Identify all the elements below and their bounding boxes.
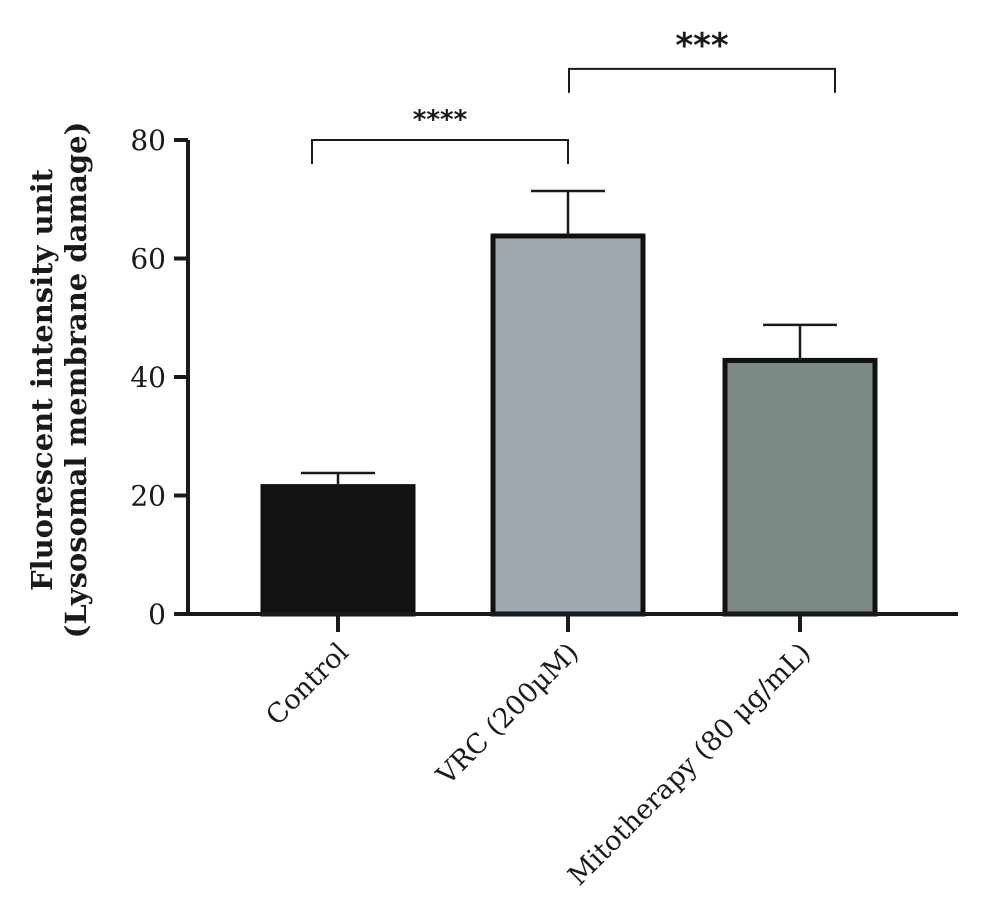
bars <box>260 233 878 617</box>
error-bar <box>531 189 605 236</box>
y-tick-label: 0 <box>148 598 166 631</box>
y-axis-title-line-1: Fluorescent intensity unit <box>25 168 59 591</box>
error-bar <box>301 471 375 487</box>
significance-bracket: **** <box>311 105 569 164</box>
x-tick-label: Mitotherapy (80 μg/mL) <box>562 637 817 892</box>
significance-label: **** <box>413 105 468 135</box>
y-tick-label: 20 <box>130 480 166 513</box>
y-tick-label: 80 <box>130 124 166 157</box>
x-axis-ticks <box>336 614 802 632</box>
y-axis-title-line-2: (Lysosomal membrane damage) <box>59 122 93 639</box>
x-axis-category-labels: Control VRC (200μM)Mitotherapy (80 μg/mL) <box>260 637 817 892</box>
y-axis-title: Fluorescent intensity unit (Lysosomal me… <box>25 122 93 639</box>
bar <box>260 484 416 617</box>
y-axis-ticks: 0 20 40 60 80 <box>130 124 188 631</box>
significance-bracket: *** <box>568 26 836 93</box>
error-bar <box>763 323 837 361</box>
error-bars <box>301 189 837 487</box>
significance-label: *** <box>675 26 729 66</box>
axes <box>186 140 958 616</box>
y-tick-label: 40 <box>130 361 166 394</box>
x-tick-label: VRC (200μM) <box>430 637 585 792</box>
x-tick-label: Control <box>260 637 355 732</box>
bar <box>490 233 646 617</box>
y-tick-label: 60 <box>130 243 166 276</box>
significance-brackets: ******* <box>311 26 836 164</box>
bar <box>722 357 878 617</box>
